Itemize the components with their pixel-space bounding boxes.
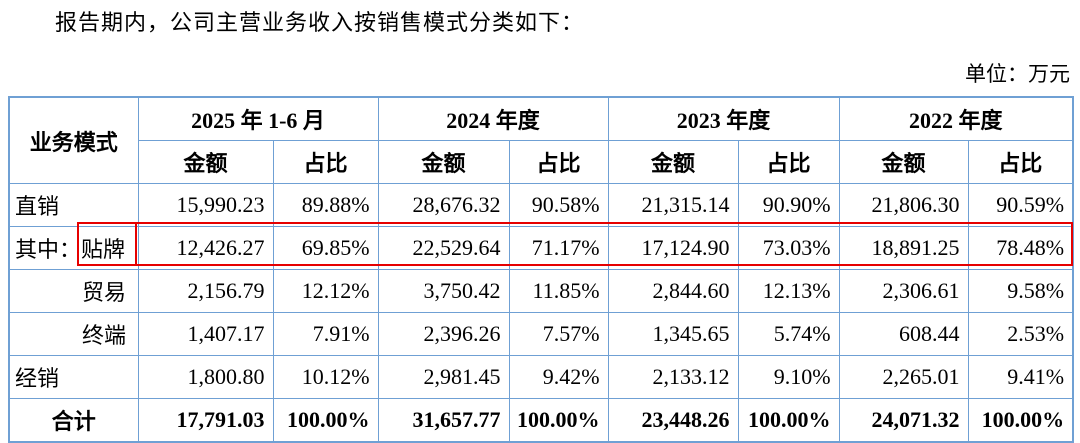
header-period-2023: 2023 年度 (607, 96, 840, 141)
row-label: 直销 (8, 183, 139, 227)
cell-value: 17,124.90 (607, 226, 739, 270)
cell-value: 10.12% (272, 355, 379, 399)
header-amount: 金额 (377, 140, 510, 184)
cell-value: 1,407.17 (137, 312, 274, 356)
cell-value: 1,345.65 (607, 312, 739, 356)
cell-value: 12.12% (272, 269, 379, 313)
cell-value: 28,676.32 (377, 183, 510, 227)
cell-value: 73.03% (737, 226, 840, 270)
cell-value: 100.00% (967, 398, 1074, 443)
header-ratio: 占比 (737, 140, 840, 184)
header-amount: 金额 (607, 140, 739, 184)
header-business-model: 业务模式 (8, 96, 139, 184)
cell-value: 18,891.25 (838, 226, 969, 270)
cell-value: 22,529.64 (377, 226, 510, 270)
cell-value: 31,657.77 (377, 398, 510, 443)
cell-value: 1,800.80 (137, 355, 274, 399)
cell-value: 2,981.45 (377, 355, 510, 399)
cell-value: 2,265.01 (838, 355, 969, 399)
cell-value: 2,306.61 (838, 269, 969, 313)
header-period-2024: 2024 年度 (377, 96, 609, 141)
cell-value: 7.57% (508, 312, 609, 356)
cell-value: 9.42% (508, 355, 609, 399)
cell-value: 2,844.60 (607, 269, 739, 313)
cell-value: 78.48% (967, 226, 1074, 270)
cell-value: 100.00% (508, 398, 609, 443)
row-label: 终端 (8, 312, 139, 356)
cell-value: 17,791.03 (137, 398, 274, 443)
table-row-direct-sales: 直销 15,990.23 89.88% 28,676.32 90.58% 21,… (8, 183, 1074, 227)
cell-value: 12,426.27 (137, 226, 274, 270)
header-amount: 金额 (137, 140, 274, 184)
header-row-periods: 业务模式 2025 年 1-6 月 2024 年度 2023 年度 2022 年… (8, 96, 1074, 184)
header-ratio: 占比 (272, 140, 379, 184)
cell-value: 23,448.26 (607, 398, 739, 443)
header-period-2025: 2025 年 1-6 月 (137, 96, 379, 141)
header-amount: 金额 (838, 140, 969, 184)
cell-value: 71.17% (508, 226, 609, 270)
cell-value: 21,315.14 (607, 183, 739, 227)
cell-value: 11.85% (508, 269, 609, 313)
cell-value: 608.44 (838, 312, 969, 356)
cell-value: 2.53% (967, 312, 1074, 356)
table-row-terminal: 终端 1,407.17 7.91% 2,396.26 7.57% 1,345.6… (8, 312, 1074, 356)
table-row-distribution: 经销 1,800.80 10.12% 2,981.45 9.42% 2,133.… (8, 355, 1074, 399)
header-ratio: 占比 (967, 140, 1074, 184)
cell-value: 100.00% (272, 398, 379, 443)
cell-value: 3,750.42 (377, 269, 510, 313)
cell-value: 5.74% (737, 312, 840, 356)
cell-value: 24,071.32 (838, 398, 969, 443)
cell-value: 2,133.12 (607, 355, 739, 399)
cell-value: 7.91% (272, 312, 379, 356)
cell-value: 89.88% (272, 183, 379, 227)
header-row-measures: 金额 占比 金额 占比 金额 占比 金额 占比 (9, 140, 1074, 184)
row-label: 经销 (8, 355, 139, 399)
cell-value: 90.59% (967, 183, 1074, 227)
cell-value: 9.58% (967, 269, 1074, 313)
cell-value: 12.13% (737, 269, 840, 313)
header-period-2022: 2022 年度 (838, 96, 1074, 141)
row-label: 贸易 (8, 269, 139, 313)
cell-value: 69.85% (272, 226, 379, 270)
cell-value: 90.90% (737, 183, 840, 227)
cell-value: 9.10% (737, 355, 840, 399)
unit-label: 单位：万元 (965, 62, 1070, 86)
header-ratio: 占比 (508, 140, 609, 184)
table-row-total: 合计 17,791.03 100.00% 31,657.77 100.00% 2… (8, 398, 1074, 443)
cell-value: 100.00% (737, 398, 840, 443)
cell-value: 9.41% (967, 355, 1074, 399)
cell-value: 21,806.30 (838, 183, 969, 227)
table-row-oem-highlighted: 其中：贴牌 12,426.27 69.85% 22,529.64 71.17% … (8, 226, 1074, 270)
cell-value: 2,156.79 (137, 269, 274, 313)
cell-value: 15,990.23 (137, 183, 274, 227)
cell-value: 2,396.26 (377, 312, 510, 356)
row-label: 其中：贴牌 (8, 226, 139, 270)
revenue-by-sales-model-table: 业务模式 2025 年 1-6 月 2024 年度 2023 年度 2022 年… (8, 96, 1075, 443)
cell-value: 90.58% (508, 183, 609, 227)
row-label: 合计 (8, 398, 139, 443)
intro-text: 报告期内，公司主营业务收入按销售模式分类如下： (55, 10, 585, 35)
table-row-trading: 贸易 2,156.79 12.12% 3,750.42 11.85% 2,844… (8, 269, 1074, 313)
